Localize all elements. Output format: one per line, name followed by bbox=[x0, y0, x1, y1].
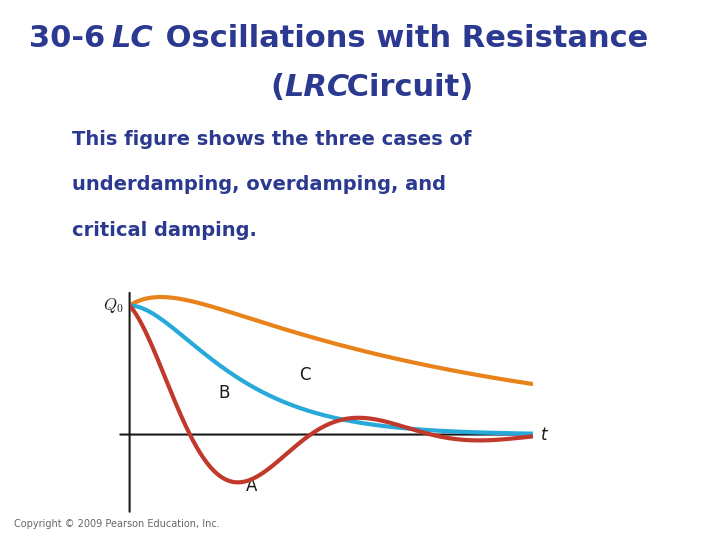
Text: t: t bbox=[541, 426, 547, 443]
Text: critical damping.: critical damping. bbox=[72, 221, 257, 240]
Text: B: B bbox=[218, 384, 230, 402]
Text: 30-6: 30-6 bbox=[29, 24, 116, 53]
Text: A: A bbox=[246, 477, 257, 495]
Text: This figure shows the three cases of: This figure shows the three cases of bbox=[72, 130, 472, 148]
Text: LC: LC bbox=[112, 24, 153, 53]
Text: $Q_0$: $Q_0$ bbox=[103, 296, 124, 315]
Text: Circuit): Circuit) bbox=[336, 73, 474, 102]
Text: underdamping, overdamping, and: underdamping, overdamping, and bbox=[72, 176, 446, 194]
Text: LRC: LRC bbox=[284, 73, 350, 102]
Text: (: ( bbox=[270, 73, 284, 102]
Text: Oscillations with Resistance: Oscillations with Resistance bbox=[155, 24, 648, 53]
Text: Copyright © 2009 Pearson Education, Inc.: Copyright © 2009 Pearson Education, Inc. bbox=[14, 519, 220, 529]
Text: C: C bbox=[299, 366, 310, 384]
